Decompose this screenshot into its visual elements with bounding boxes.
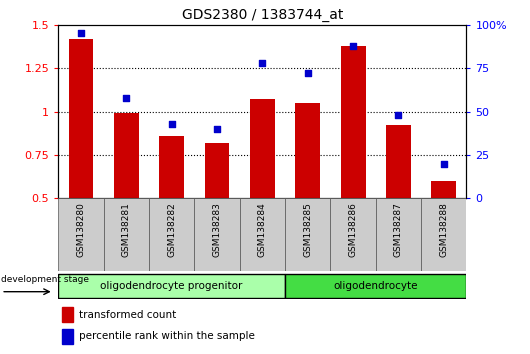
- Text: percentile rank within the sample: percentile rank within the sample: [78, 331, 254, 341]
- Text: GSM138285: GSM138285: [303, 202, 312, 257]
- Point: [439, 161, 448, 166]
- Text: GSM138281: GSM138281: [122, 202, 131, 257]
- Bar: [205, 143, 229, 198]
- Text: GSM138282: GSM138282: [167, 202, 176, 257]
- Point: [213, 126, 221, 132]
- Bar: [330, 198, 376, 271]
- Text: GSM138283: GSM138283: [213, 202, 222, 257]
- Bar: [159, 136, 184, 198]
- Bar: [431, 181, 456, 198]
- Text: GSM138286: GSM138286: [349, 202, 358, 257]
- Bar: [104, 198, 149, 271]
- Point: [77, 30, 85, 36]
- Text: transformed count: transformed count: [78, 310, 176, 320]
- Bar: [149, 198, 195, 271]
- Text: GSM138280: GSM138280: [76, 202, 85, 257]
- Bar: [58, 198, 104, 271]
- Point: [349, 43, 357, 48]
- Bar: [240, 198, 285, 271]
- Bar: [285, 274, 466, 298]
- Bar: [386, 125, 411, 198]
- Bar: [68, 39, 93, 198]
- Text: oligodendrocyte: oligodendrocyte: [333, 281, 418, 291]
- Point: [394, 112, 403, 118]
- Bar: [341, 46, 366, 198]
- Bar: [63, 329, 73, 343]
- Point: [304, 70, 312, 76]
- Bar: [58, 274, 285, 298]
- Point: [167, 121, 176, 126]
- Text: oligodendrocyte progenitor: oligodendrocyte progenitor: [101, 281, 243, 291]
- Bar: [295, 103, 320, 198]
- Text: GSM138287: GSM138287: [394, 202, 403, 257]
- Bar: [114, 113, 139, 198]
- Point: [258, 60, 267, 66]
- Bar: [63, 307, 73, 322]
- Text: GSM138284: GSM138284: [258, 202, 267, 257]
- Title: GDS2380 / 1383744_at: GDS2380 / 1383744_at: [182, 8, 343, 22]
- Bar: [285, 198, 330, 271]
- Bar: [376, 198, 421, 271]
- Text: GSM138288: GSM138288: [439, 202, 448, 257]
- Bar: [421, 198, 466, 271]
- Point: [122, 95, 130, 101]
- Bar: [195, 198, 240, 271]
- Text: development stage: development stage: [1, 275, 89, 284]
- Bar: [250, 99, 275, 198]
